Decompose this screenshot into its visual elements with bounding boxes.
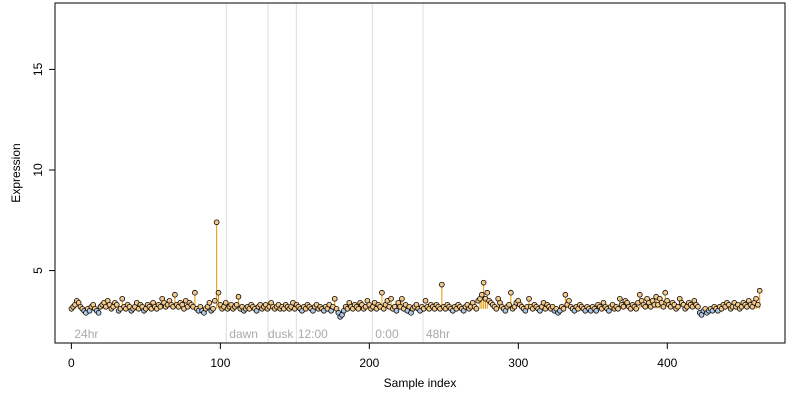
point-85	[222, 299, 229, 306]
point-304	[620, 303, 627, 310]
x-axis-label: Sample index	[384, 376, 457, 390]
annotation-0: 24hr	[74, 327, 98, 341]
point-326	[660, 303, 667, 310]
point-182	[399, 295, 405, 302]
point-81	[215, 289, 222, 296]
point-241	[506, 301, 512, 308]
point-313	[637, 291, 643, 298]
point-15	[95, 310, 102, 316]
point-158	[355, 305, 362, 312]
point-229	[484, 289, 491, 296]
x-axis: 0 100 200 300 400	[68, 342, 678, 370]
point-171	[379, 289, 385, 296]
y-tick-label-5: 5	[31, 267, 45, 274]
annotation-3: 12:00	[298, 327, 328, 341]
point-92	[235, 293, 242, 300]
point-25	[113, 301, 120, 308]
point-145	[331, 295, 338, 302]
point-80	[213, 219, 220, 226]
point-234	[493, 305, 500, 312]
point-271	[560, 305, 567, 312]
point-57	[172, 291, 178, 298]
point-179	[393, 308, 400, 314]
point-316	[642, 303, 649, 310]
point-79	[212, 297, 218, 304]
point-289	[593, 308, 600, 314]
point-176	[388, 295, 394, 302]
deviation-segments	[121, 222, 761, 309]
x-tick-label-300: 300	[508, 356, 528, 370]
point-28	[119, 295, 126, 302]
point-334	[675, 303, 681, 310]
x-tick-label-400: 400	[657, 356, 677, 370]
y-tick-label-15: 15	[31, 62, 45, 76]
point-49	[157, 303, 164, 310]
annotation-4: 0:00	[375, 327, 399, 341]
plot-frame	[54, 2, 786, 344]
point-242	[508, 289, 514, 296]
y-tick-label-10: 10	[31, 163, 45, 177]
y-axis: 5 10 15	[31, 62, 56, 274]
x-tick-label-100: 100	[210, 356, 230, 370]
point-204	[439, 281, 445, 288]
annotation-labels: 24hr dawn dusk 12:00 0:00 48hr	[74, 327, 450, 341]
point-301	[615, 305, 621, 312]
point-379	[756, 287, 763, 294]
point-76	[206, 299, 213, 306]
point-226	[479, 291, 485, 298]
point-272	[562, 291, 569, 298]
x-tick-label-0: 0	[68, 356, 75, 370]
point-327	[662, 289, 669, 296]
point-378	[755, 301, 761, 308]
point-345	[695, 303, 701, 310]
point-195	[422, 297, 429, 304]
point-302	[617, 295, 623, 302]
x-tick-label-200: 200	[359, 356, 379, 370]
point-78	[210, 305, 216, 312]
point-68	[192, 289, 198, 296]
point-252	[526, 295, 532, 302]
point-91	[233, 301, 240, 308]
vertical-marker-lines	[225, 3, 424, 343]
point-274	[566, 297, 572, 304]
annotation-1: dawn	[229, 327, 258, 341]
annotation-2: dusk	[268, 327, 294, 341]
point-377	[753, 295, 759, 302]
annotation-5: 48hr	[426, 327, 450, 341]
point-223	[473, 305, 480, 312]
data-points	[68, 219, 763, 320]
y-axis-label: Expression	[9, 143, 23, 202]
point-311	[633, 305, 639, 312]
point-227	[480, 279, 487, 286]
